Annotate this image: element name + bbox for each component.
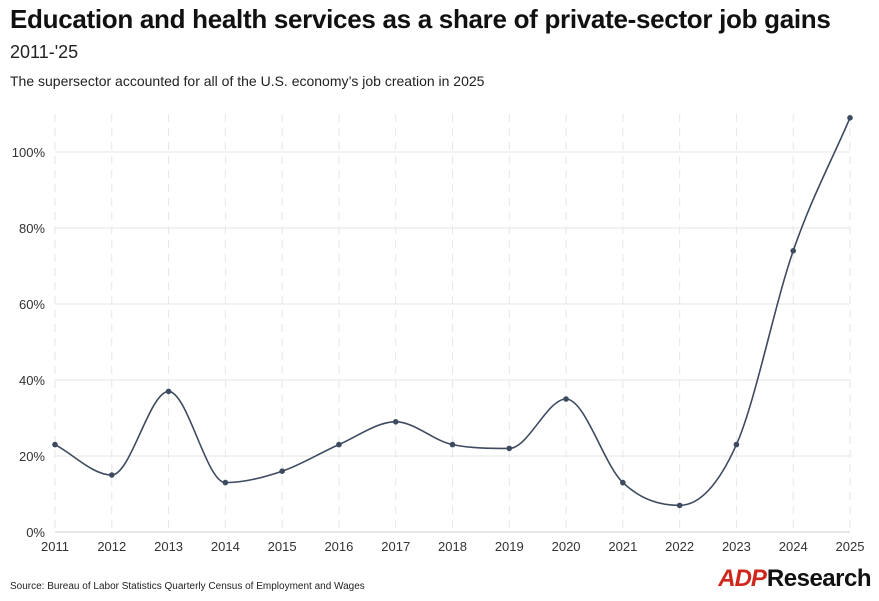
data-point-2017 — [392, 419, 399, 425]
data-point-2016 — [336, 441, 342, 448]
data-points — [52, 115, 853, 509]
logo-text: Research — [766, 565, 872, 592]
x-tick-label: 2015 — [268, 539, 297, 554]
data-point-2018 — [449, 441, 456, 448]
x-tick-label: 2017 — [381, 539, 410, 554]
data-point-2021 — [620, 479, 626, 486]
x-tick-label: 2016 — [324, 539, 353, 554]
adp-research-logo: ADP Research — [718, 564, 871, 594]
source-note: Source: Bureau of Labor Statistics Quart… — [10, 581, 365, 592]
x-tick-label: 2023 — [722, 539, 751, 554]
x-tick-label: 2025 — [836, 539, 865, 554]
x-tick-label: 2019 — [495, 539, 524, 554]
y-tick-label: 80% — [19, 221, 45, 236]
x-tick-label: 2013 — [154, 539, 183, 554]
data-point-2023 — [733, 441, 740, 448]
data-point-2011 — [52, 441, 58, 448]
x-tick-label: 2024 — [779, 539, 808, 554]
y-tick-label: 20% — [19, 449, 45, 464]
x-tick-label: 2021 — [608, 539, 637, 554]
x-tick-label: 2011 — [41, 539, 69, 554]
grid-lines — [54, 114, 851, 533]
y-axis-ticks: 0% 20% 40% 60% 80% 100% — [12, 145, 46, 540]
chart-description: The supersector accounted for all of the… — [10, 73, 485, 89]
data-point-2012 — [108, 472, 115, 478]
x-tick-label: 2014 — [211, 539, 240, 554]
chart-subtitle: 2011-'25 — [10, 42, 79, 62]
data-point-2013 — [165, 388, 172, 395]
x-axis-ticks: 2011 2012 2013 2014 2015 2016 2017 2018 2019 2020… — [41, 539, 864, 554]
x-tick-label: 2012 — [97, 539, 126, 554]
y-tick-label: 40% — [19, 373, 45, 388]
x-tick-label: 2020 — [552, 539, 581, 554]
data-point-2015 — [279, 468, 285, 475]
data-point-2020 — [563, 396, 569, 402]
y-tick-label: 100% — [12, 145, 46, 160]
y-tick-label: 0% — [26, 525, 45, 540]
data-point-2025 — [847, 115, 853, 121]
data-point-2019 — [506, 445, 513, 452]
y-tick-label: 60% — [19, 297, 45, 312]
data-point-2022 — [676, 502, 683, 509]
data-point-2014 — [222, 479, 229, 486]
data-point-2024 — [790, 248, 797, 254]
x-tick-label: 2018 — [438, 539, 467, 554]
logo-brand: ADP — [718, 565, 767, 592]
x-tick-label: 2022 — [665, 539, 694, 554]
series-line — [54, 117, 851, 507]
chart-title: Education and health services as a share… — [10, 4, 831, 34]
